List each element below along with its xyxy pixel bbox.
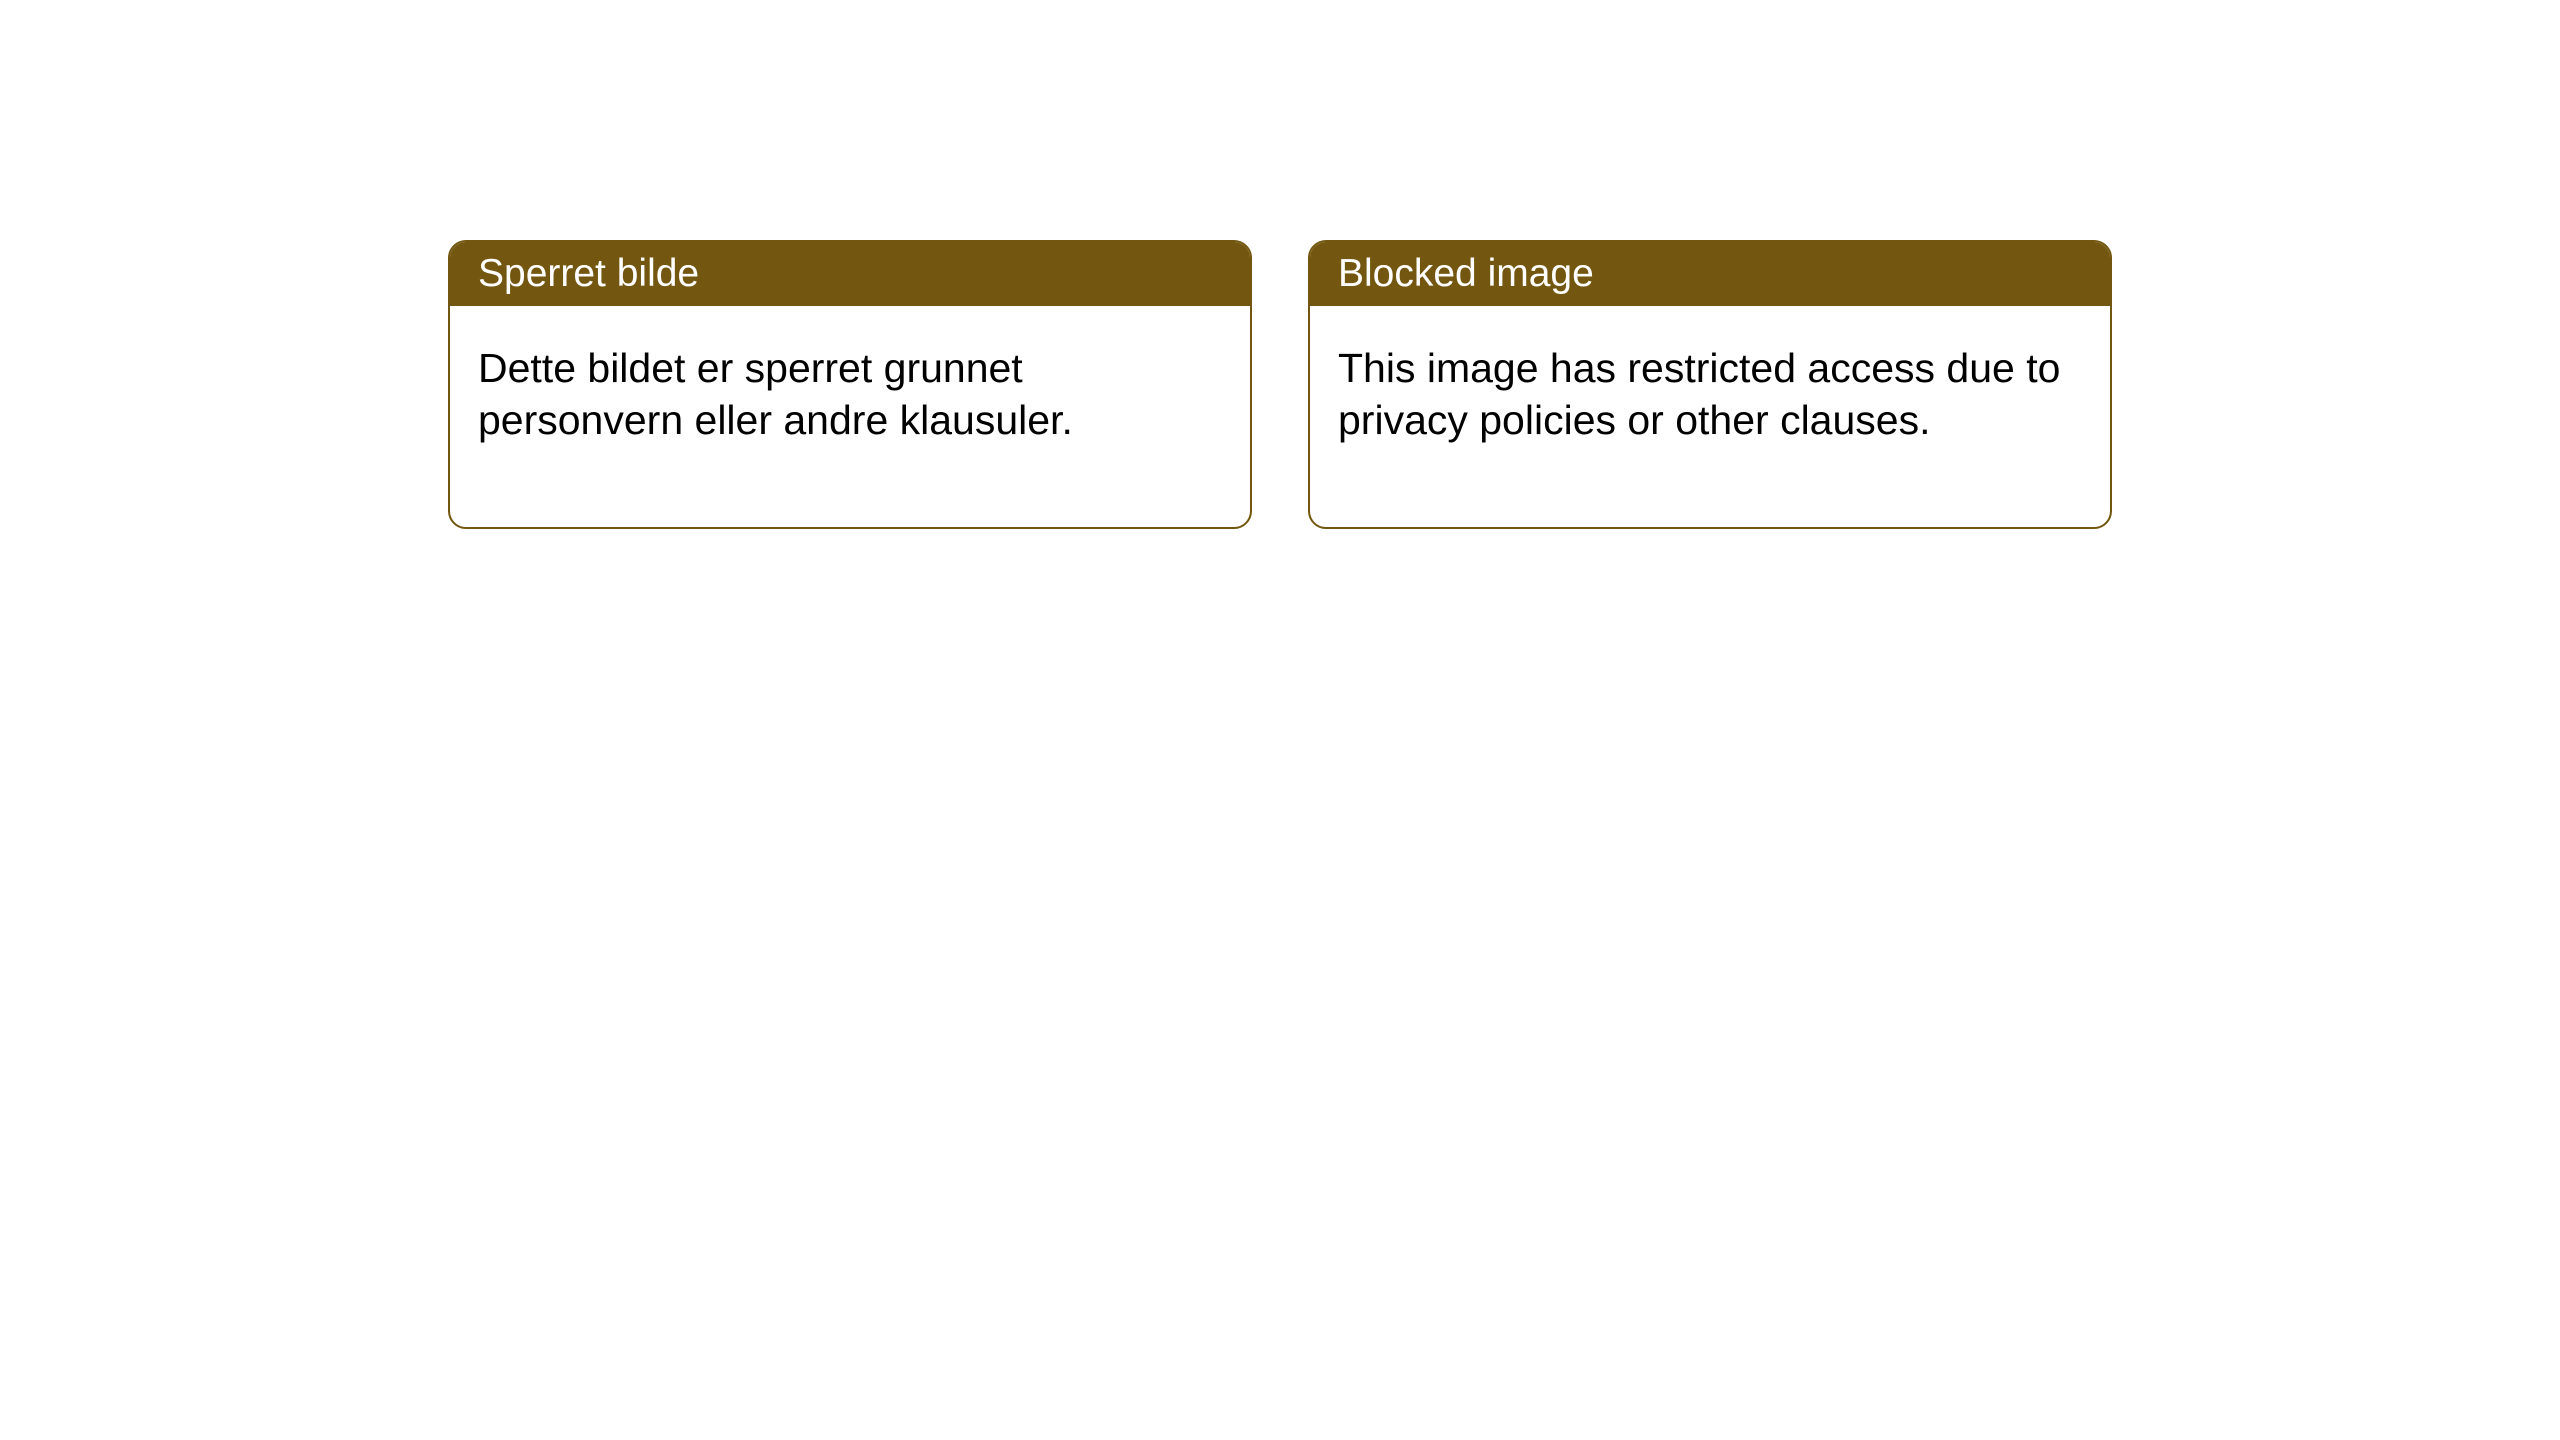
notice-card-english: Blocked image This image has restricted … [1308,240,2112,529]
notice-card-norwegian: Sperret bilde Dette bildet er sperret gr… [448,240,1252,529]
notice-cards-container: Sperret bilde Dette bildet er sperret gr… [448,240,2112,529]
card-title: Blocked image [1338,252,1594,295]
card-header: Blocked image [1310,242,2110,306]
card-body: Dette bildet er sperret grunnet personve… [450,306,1250,527]
card-header: Sperret bilde [450,242,1250,306]
card-title: Sperret bilde [478,252,699,295]
card-body-text: Dette bildet er sperret grunnet personve… [478,345,1073,443]
card-body: This image has restricted access due to … [1310,306,2110,527]
card-body-text: This image has restricted access due to … [1338,345,2060,443]
